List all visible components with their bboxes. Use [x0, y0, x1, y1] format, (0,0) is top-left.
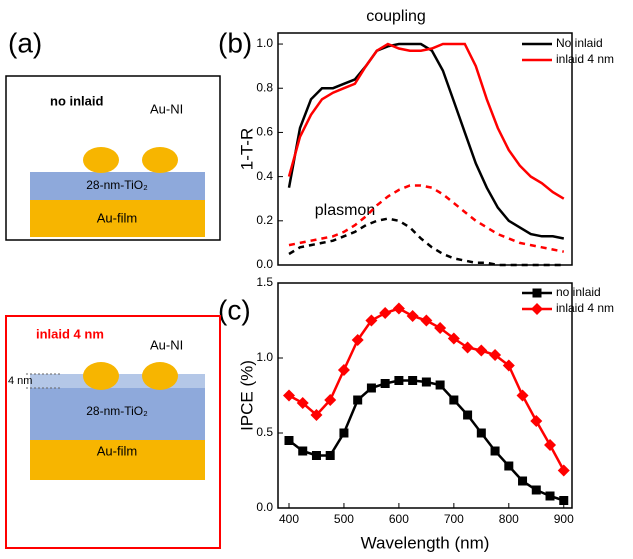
marker [489, 349, 502, 361]
marker [532, 288, 542, 298]
marker [365, 314, 378, 327]
marker [324, 394, 337, 406]
annotation: plasmon [315, 202, 375, 219]
marker [282, 389, 295, 402]
marker [298, 446, 308, 456]
x-tick-label: 700 [444, 512, 464, 526]
marker [544, 439, 557, 451]
schematic-title: no inlaid [50, 93, 104, 108]
particle-label: Au-NI [150, 101, 183, 116]
y-tick-label: 0.0 [256, 257, 273, 271]
marker [449, 395, 459, 405]
particle [142, 147, 178, 173]
x-tick-label: 400 [279, 512, 299, 526]
marker [325, 451, 335, 460]
marker [392, 302, 405, 315]
legend-label: no inlaid [556, 285, 601, 299]
particle-label: Au-NI [150, 337, 183, 352]
annotation: coupling [366, 8, 426, 25]
film [30, 200, 205, 237]
y-tick-label: 0.5 [256, 425, 273, 439]
series-line [287, 42, 565, 240]
film-label: Au-film [97, 210, 137, 225]
marker [530, 415, 543, 427]
y-tick-label: 1.0 [256, 36, 273, 50]
y-tick-label: 0.6 [256, 125, 273, 139]
y-tick-label: 0.4 [256, 169, 273, 183]
layer [30, 388, 205, 440]
marker [461, 341, 474, 354]
plot-frame [277, 282, 573, 509]
x-tick-label: 500 [334, 512, 354, 526]
marker [353, 395, 363, 405]
marker [557, 464, 570, 477]
particle [83, 147, 119, 173]
y-tick-label: 0.8 [256, 80, 273, 94]
legend-label: inlaid 4 nm [556, 52, 614, 66]
panel-label: (b) [218, 27, 252, 58]
y-tick-label: 0.0 [256, 500, 273, 514]
inlay-label: 4 nm [8, 375, 32, 387]
marker [408, 376, 418, 385]
marker [337, 364, 350, 376]
panel-label: (a) [8, 27, 42, 58]
marker [310, 409, 323, 421]
marker [516, 389, 529, 402]
series-line [287, 42, 565, 200]
particle [83, 362, 119, 390]
marker [531, 485, 541, 495]
film-label: Au-film [97, 443, 137, 458]
marker [379, 307, 392, 319]
plot-frame [277, 32, 573, 266]
x-axis-label: Wavelength (nm) [361, 533, 490, 552]
marker [434, 322, 447, 334]
x-tick-label: 800 [499, 512, 519, 526]
marker [447, 332, 460, 345]
marker [420, 314, 433, 327]
panel-label: (c) [218, 294, 251, 325]
marker [476, 428, 486, 438]
marker [311, 451, 321, 460]
marker [435, 380, 445, 390]
marker [421, 377, 431, 387]
marker [394, 376, 404, 385]
y-axis-label: 1-T-R [237, 128, 256, 171]
y-tick-label: 1.5 [256, 275, 273, 289]
marker [366, 383, 376, 393]
y-tick-label: 1.0 [256, 350, 273, 364]
series-line [288, 184, 565, 253]
marker [559, 496, 569, 505]
marker [463, 410, 473, 420]
y-axis-label: IPCE (%) [237, 360, 256, 431]
layer [30, 172, 205, 200]
particle [142, 362, 178, 390]
legend-label: inlaid 4 nm [556, 301, 614, 315]
legend-label: No inlaid [556, 36, 603, 50]
series-line [288, 307, 565, 472]
marker [296, 397, 309, 409]
y-tick-label: 0.2 [256, 213, 273, 227]
x-tick-label: 900 [554, 512, 574, 526]
marker [518, 476, 528, 486]
x-tick-label: 600 [389, 512, 409, 526]
series-line [288, 217, 564, 267]
marker [351, 334, 364, 346]
film [30, 440, 205, 480]
layer-label: 28-nm-TiO₂ [86, 178, 148, 192]
marker [380, 379, 390, 388]
marker [502, 359, 515, 372]
marker [545, 491, 555, 501]
marker [475, 344, 488, 357]
layer-label: 28-nm-TiO₂ [86, 404, 148, 418]
marker [490, 446, 500, 456]
marker [406, 310, 419, 322]
marker [531, 303, 543, 315]
marker [504, 461, 514, 471]
schematic-title: inlaid 4 nm [36, 326, 104, 341]
marker [284, 436, 294, 445]
marker [339, 428, 349, 438]
